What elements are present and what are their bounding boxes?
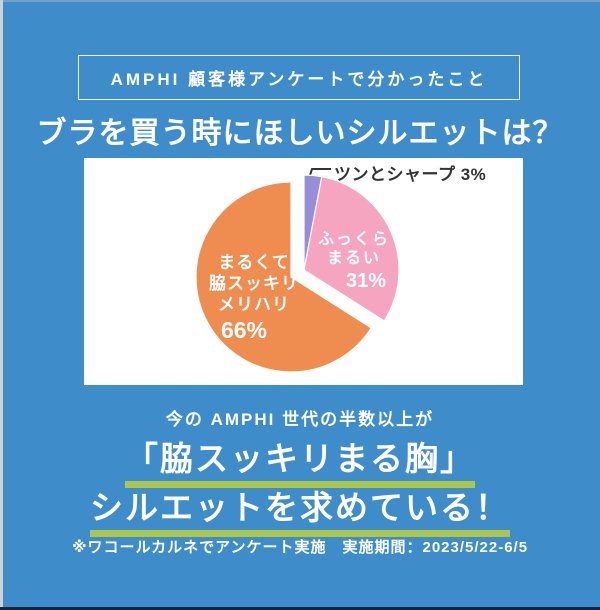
pie-slice-fluffy-round bbox=[303, 175, 400, 322]
slice-label-line: ふっくら bbox=[317, 231, 390, 248]
pie-chart-svg bbox=[195, 168, 400, 373]
slice-callout-sharp: ツンとシャープ 3% bbox=[334, 165, 487, 184]
screen-edge-top bbox=[0, 0, 600, 2]
highlighted-text: 「脇スッキリまる胸」 bbox=[125, 432, 475, 488]
survey-footnote: ※ワコールカルネでアンケート実施 実施期間：2023/5/22-6/5 bbox=[71, 539, 529, 556]
slice-percent: 66% bbox=[220, 317, 268, 343]
conclusion-line-2: シルエットを求めている！ bbox=[0, 481, 600, 537]
conclusion-intro: 今の AMPHI 世代の半数以上が bbox=[165, 410, 435, 429]
page-title: ブラを買う時にほしいシルエットは？ bbox=[36, 117, 564, 150]
pie-chart-panel: ツンとシャープ 3% ふっくら まるい 31% まるくて 脇スッキリ メリハリ … bbox=[84, 158, 523, 385]
slice-label-fluffy-round: ふっくら まるい 31% bbox=[312, 230, 396, 291]
slice-label-line: 脇スッキリ bbox=[209, 274, 299, 293]
survey-badge-label: AMPHI 顧客様アンケートで分かったこと bbox=[110, 70, 488, 89]
slice-label-line: まるい bbox=[326, 250, 381, 267]
slice-percent: 31% bbox=[345, 270, 387, 292]
conclusion-line-1: 「脇スッキリまる胸」 bbox=[0, 432, 600, 488]
highlighted-text: シルエットを求めている！ bbox=[90, 481, 510, 537]
slice-label-line: メリハリ bbox=[218, 295, 290, 314]
slice-label-round-sleek: まるくて 脇スッキリ メリハリ 66% bbox=[188, 252, 320, 342]
survey-badge: AMPHI 顧客様アンケートで分かったこと bbox=[78, 55, 520, 100]
slice-label-line: まるくて bbox=[218, 253, 290, 272]
screen-edge-left bbox=[0, 0, 3, 610]
screen-edge-bottom bbox=[0, 607, 600, 610]
pie-slice-round-sleek bbox=[195, 181, 373, 373]
